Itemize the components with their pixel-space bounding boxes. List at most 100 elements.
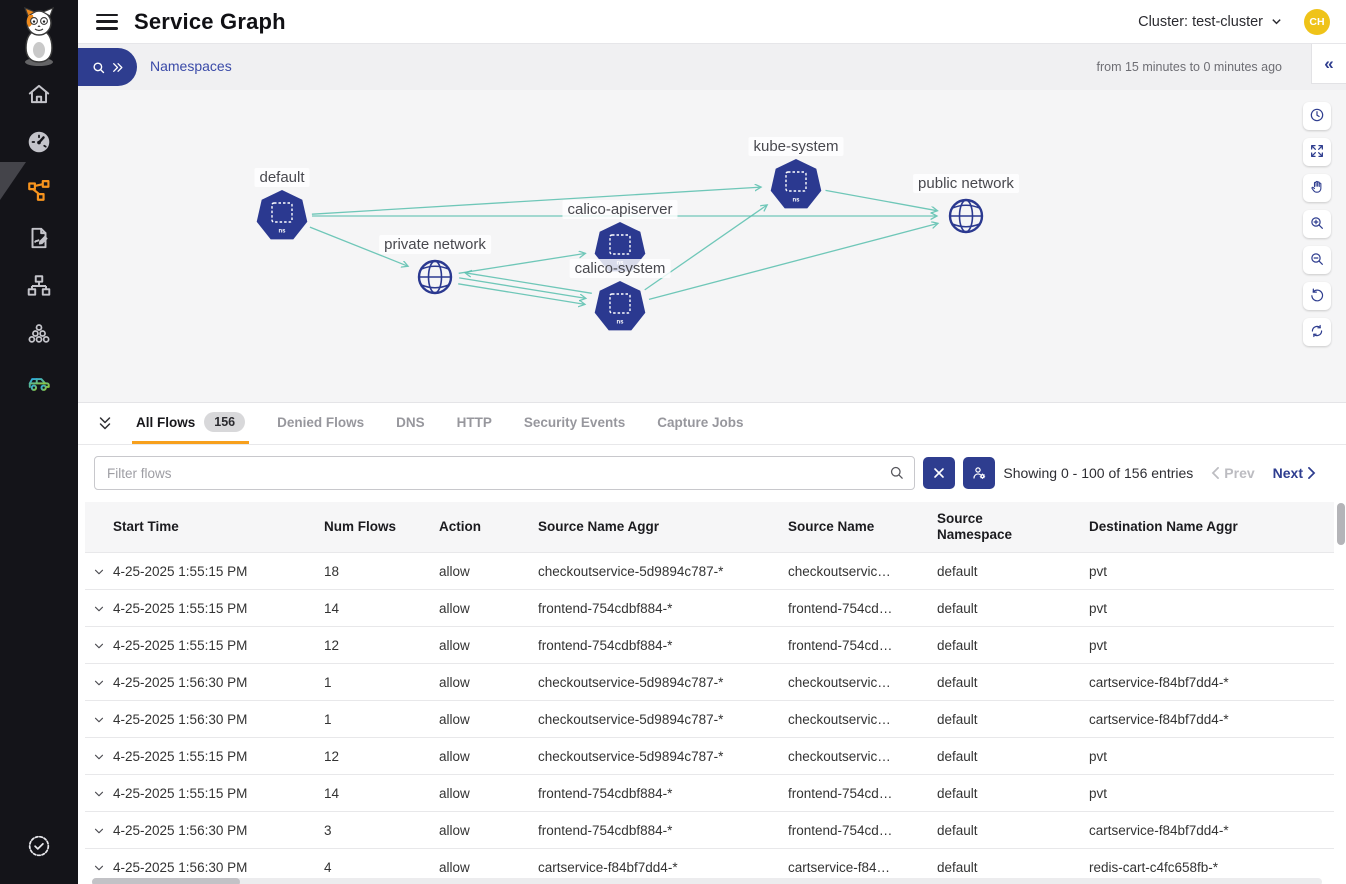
panel-collapse-button[interactable] xyxy=(90,415,120,433)
cell-source-name-aggr: checkoutservice-5d9894c787-* xyxy=(538,674,724,690)
graph-node-calico-system[interactable]: ns xyxy=(594,281,646,331)
graph-tool-zoom-out[interactable] xyxy=(1303,246,1331,274)
breadcrumb-bar: Namespaces from 15 minutes to 0 minutes … xyxy=(78,44,1346,90)
cell-dest-name-aggr: pvt xyxy=(1089,785,1108,801)
cluster-selector[interactable]: Cluster: test-cluster xyxy=(1138,14,1282,30)
horizontal-scrollbar-thumb[interactable] xyxy=(92,877,240,884)
right-panel-collapse-button[interactable]: « xyxy=(1311,44,1346,84)
sidebar-item-service-graph[interactable] xyxy=(17,178,61,206)
row-expand-button[interactable] xyxy=(85,701,113,738)
graph-node-kube-system[interactable]: ns xyxy=(770,159,822,209)
col-start-time[interactable]: Start Time xyxy=(113,502,324,553)
col-source-name-aggr[interactable]: Source Name Aggr xyxy=(538,502,788,553)
row-expand-button[interactable] xyxy=(85,553,113,590)
cluster-icon xyxy=(26,321,52,352)
table-row[interactable]: 4-25-2025 1:55:15 PM 12 allow frontend-754c… xyxy=(85,626,1334,664)
vertical-scrollbar-thumb[interactable] xyxy=(1337,503,1345,545)
prev-page-button[interactable]: Prev xyxy=(1211,465,1255,481)
cell-source-name-aggr: checkoutservice-5d9894c787-* xyxy=(538,563,724,579)
filter-flows-input[interactable] xyxy=(94,456,915,490)
row-expand-button[interactable] xyxy=(85,664,113,701)
tab-dns[interactable]: DNS xyxy=(392,403,429,444)
tab-count-badge: 156 xyxy=(204,412,246,432)
sidebar-item-policies[interactable] xyxy=(17,226,61,254)
cell-start-time: 4-25-2025 1:56:30 PM xyxy=(113,674,248,690)
row-expand-button[interactable] xyxy=(85,738,113,775)
clear-filter-button[interactable] xyxy=(923,457,955,489)
cell-source-name-aggr: frontend-754cdbf884-* xyxy=(538,637,673,653)
sidebar-item-compliance[interactable] xyxy=(26,833,52,864)
cell-dest-name-aggr: cartservice-f84bf7dd4-* xyxy=(1089,674,1229,690)
table-row[interactable]: 4-25-2025 1:55:15 PM 14 allow frontend-754c… xyxy=(85,774,1334,812)
hamburger-icon[interactable] xyxy=(96,13,118,30)
sidebar-item-clusters[interactable] xyxy=(17,322,61,350)
col-destination-name-aggr[interactable]: Destination Name Aggr xyxy=(1089,502,1334,553)
col-source-namespace[interactable]: Source Namespace xyxy=(937,502,1089,553)
avatar[interactable]: CH xyxy=(1304,8,1330,35)
search-icon xyxy=(890,466,903,479)
col-expand xyxy=(85,502,113,553)
table-row[interactable]: 4-25-2025 1:56:30 PM 4 allow cartservice-f8… xyxy=(85,848,1334,884)
graph-tool-reset-view[interactable] xyxy=(1303,282,1331,310)
row-expand-button[interactable] xyxy=(85,849,113,884)
calico-cat-logo[interactable] xyxy=(11,6,67,68)
table-row[interactable]: 4-25-2025 1:56:30 PM 3 allow frontend-754cd… xyxy=(85,811,1334,849)
graph-tool-pan[interactable] xyxy=(1303,174,1331,202)
col-num-flows[interactable]: Num Flows xyxy=(324,502,439,553)
cell-num-flows: 14 xyxy=(324,600,340,616)
graph-node-public-network[interactable] xyxy=(948,198,984,234)
tab-capture-jobs[interactable]: Capture Jobs xyxy=(653,403,747,444)
graph-tool-refresh[interactable] xyxy=(1303,318,1331,346)
table-row[interactable]: 4-25-2025 1:55:15 PM 18 allow checkoutservi… xyxy=(85,552,1334,590)
sidebar-nav xyxy=(17,82,61,398)
cell-start-time: 4-25-2025 1:56:30 PM xyxy=(113,822,248,838)
graph-node-private-network[interactable] xyxy=(417,259,453,295)
graph-tool-fit-view[interactable] xyxy=(1303,138,1331,166)
cell-source-name-aggr: frontend-754cdbf884-* xyxy=(538,822,673,838)
zoom-in-icon xyxy=(1309,215,1325,234)
tab-denied-flows[interactable]: Denied Flows xyxy=(273,403,368,444)
page-title: Service Graph xyxy=(134,8,286,34)
row-expand-button[interactable] xyxy=(85,775,113,812)
customize-columns-button[interactable] xyxy=(963,457,995,489)
col-action[interactable]: Action xyxy=(439,502,538,553)
chevron-down-icon xyxy=(92,749,106,764)
horizontal-scrollbar[interactable] xyxy=(92,877,1322,884)
cell-action: allow xyxy=(439,563,470,579)
sidebar-item-dashboard[interactable] xyxy=(17,130,61,158)
graph-tool-zoom-in[interactable] xyxy=(1303,210,1331,238)
cell-num-flows: 18 xyxy=(324,563,340,579)
tab-label: Capture Jobs xyxy=(657,414,744,430)
cell-start-time: 4-25-2025 1:55:15 PM xyxy=(113,785,248,801)
breadcrumb[interactable]: Namespaces xyxy=(150,58,232,74)
cell-num-flows: 1 xyxy=(324,711,332,727)
tab-http[interactable]: HTTP xyxy=(453,403,496,444)
table-row[interactable]: 4-25-2025 1:56:30 PM 1 allow checkoutservic… xyxy=(85,700,1334,738)
sidebar-item-home[interactable] xyxy=(17,82,61,110)
graph-search-button[interactable] xyxy=(78,48,137,86)
cell-source-name-aggr: checkoutservice-5d9894c787-* xyxy=(538,748,724,764)
row-expand-button[interactable] xyxy=(85,590,113,627)
filter-row: Showing 0 - 100 of 156 entries Prev Next xyxy=(78,445,1346,500)
graph-tool-time-range[interactable] xyxy=(1303,102,1331,130)
row-expand-button[interactable] xyxy=(85,627,113,664)
showing-entries-label: Showing 0 - 100 of 156 entries xyxy=(1003,465,1194,481)
table-row[interactable]: 4-25-2025 1:55:15 PM 12 allow checkoutservi… xyxy=(85,737,1334,775)
graph-node-label-kube-system: kube-system xyxy=(748,137,844,156)
graph-node-default[interactable]: ns xyxy=(256,190,308,240)
col-source-name[interactable]: Source Name xyxy=(788,502,937,553)
table-row[interactable]: 4-25-2025 1:56:30 PM 1 allow checkoutservic… xyxy=(85,663,1334,701)
gauge-icon xyxy=(26,129,52,160)
topology-icon xyxy=(26,273,52,304)
chevron-down-icon xyxy=(1272,19,1281,25)
tab-security-events[interactable]: Security Events xyxy=(520,403,629,444)
sidebar-item-network[interactable] xyxy=(17,274,61,302)
sidebar-item-image-assurance[interactable] xyxy=(17,370,61,398)
graph-node-label-private-network: private network xyxy=(379,235,491,254)
tab-all-flows[interactable]: All Flows 156 xyxy=(132,403,250,444)
filter-input-wrap xyxy=(94,456,915,490)
table-row[interactable]: 4-25-2025 1:55:15 PM 14 allow frontend-754c… xyxy=(85,589,1334,627)
row-expand-button[interactable] xyxy=(85,812,113,849)
next-page-button[interactable]: Next xyxy=(1273,465,1316,481)
